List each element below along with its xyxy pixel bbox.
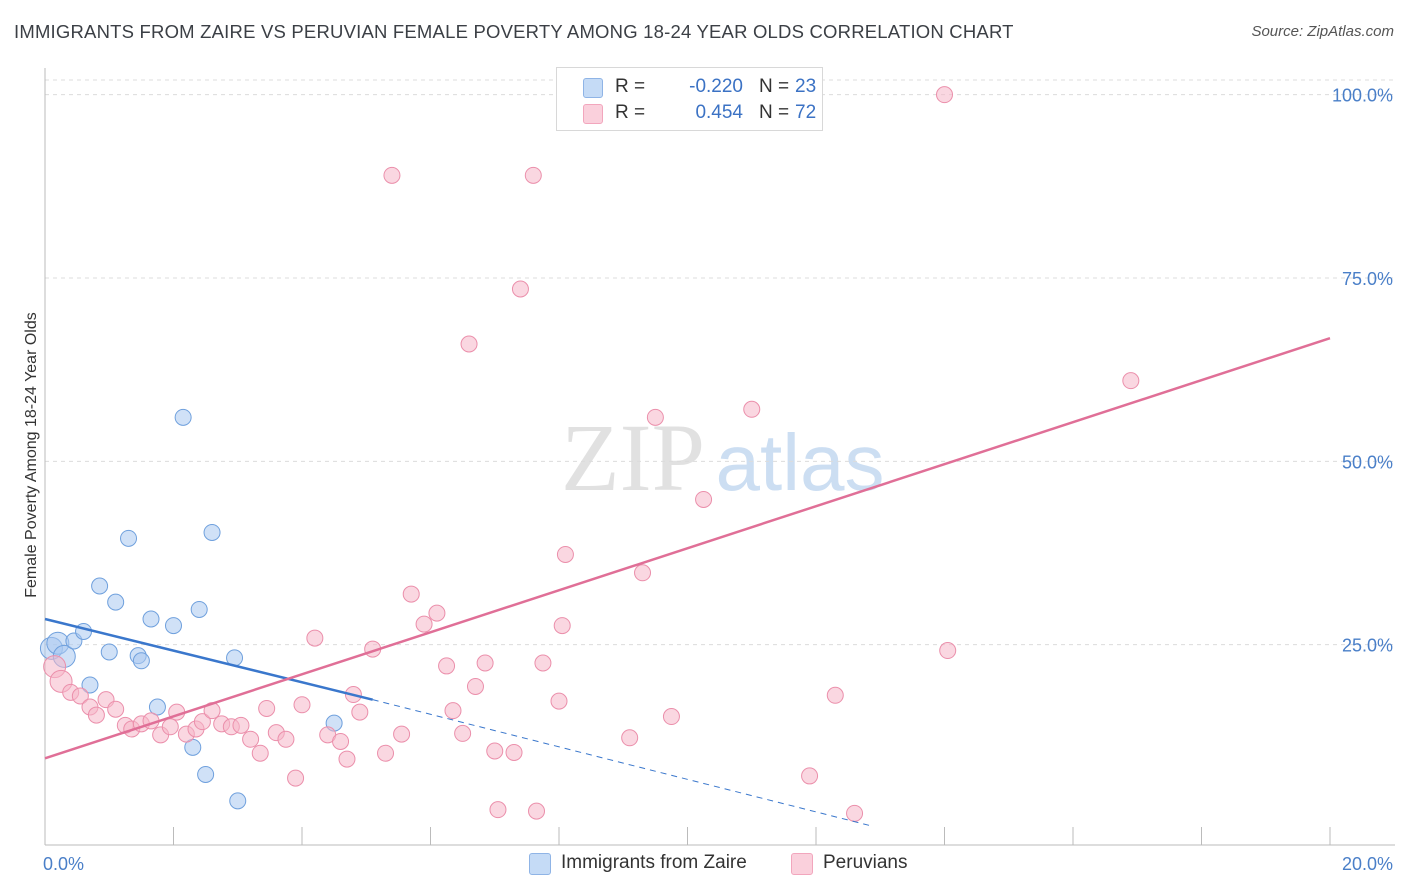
- y-tick-label: 100.0%: [1332, 86, 1393, 106]
- point-immigrants-from-zaire: [165, 617, 182, 635]
- tick-labels: 25.0% 50.0% 75.0% 100.0% 0.0% 20.0%: [43, 86, 1393, 874]
- point-immigrants-from-zaire: [142, 610, 160, 628]
- n-value: 23: [795, 76, 817, 97]
- point-peruvians: [846, 804, 864, 822]
- point-peruvians: [460, 335, 478, 353]
- gridlines: [45, 79, 1395, 646]
- point-immigrants-from-zaire: [91, 577, 109, 595]
- point-peruvians: [486, 742, 504, 760]
- point-peruvians: [251, 744, 269, 762]
- point-peruvians: [107, 700, 125, 718]
- point-peruvians: [534, 654, 552, 672]
- point-peruvians: [662, 708, 680, 726]
- point-peruvians: [1122, 372, 1140, 390]
- y-tick-label: 75.0%: [1342, 269, 1393, 289]
- point-peruvians: [351, 703, 369, 721]
- point-peruvians: [801, 767, 819, 785]
- n-label: N =: [759, 102, 790, 123]
- point-peruvians: [646, 408, 664, 426]
- point-peruvians: [454, 724, 472, 742]
- source-label: Source: ZipAtlas.com: [1251, 23, 1394, 40]
- stats-legend: R = -0.220 N = 23 R = 0.454 N = 72: [556, 67, 823, 131]
- trend-line-zaire: [44, 617, 373, 701]
- peruvians-swatch: [583, 104, 603, 124]
- point-peruvians: [161, 718, 179, 736]
- point-peruvians: [634, 564, 652, 582]
- point-peruvians: [524, 166, 542, 184]
- point-peruvians: [444, 702, 462, 720]
- x-tick-label: 20.0%: [1342, 854, 1393, 874]
- zaire-legend-swatch: [529, 853, 551, 875]
- point-immigrants-from-zaire: [100, 643, 118, 661]
- point-immigrants-from-zaire: [203, 523, 221, 541]
- point-peruvians: [393, 725, 411, 743]
- y-tick-label: 25.0%: [1342, 636, 1393, 656]
- point-peruvians: [71, 687, 89, 705]
- point-peruvians: [743, 400, 761, 418]
- point-peruvians: [332, 732, 350, 750]
- chart-title: IMMIGRANTS FROM ZAIRE VS PERUVIAN FEMALE…: [14, 21, 1014, 42]
- y-tick-label: 50.0%: [1342, 452, 1393, 472]
- point-peruvians: [293, 696, 311, 714]
- point-peruvians: [939, 642, 957, 660]
- point-peruvians: [287, 769, 305, 787]
- r-label: R =: [615, 102, 646, 123]
- point-peruvians: [277, 730, 295, 748]
- peruvians-legend-swatch: [791, 853, 813, 875]
- point-peruvians: [258, 699, 276, 717]
- legend-label: Peruvians: [823, 852, 908, 873]
- point-peruvians: [87, 706, 105, 724]
- axes: [44, 68, 1395, 846]
- n-label: N =: [759, 76, 790, 97]
- point-peruvians: [505, 743, 523, 761]
- point-peruvians: [489, 801, 507, 819]
- point-peruvians: [415, 615, 433, 633]
- r-value: 0.454: [695, 102, 743, 123]
- point-immigrants-from-zaire: [107, 593, 125, 611]
- watermark-atlas: atlas: [716, 418, 885, 507]
- point-immigrants-from-zaire: [132, 652, 150, 670]
- x-tick-label: 0.0%: [43, 854, 84, 874]
- point-peruvians: [193, 713, 211, 731]
- n-value: 72: [795, 102, 817, 123]
- point-peruvians: [438, 657, 456, 675]
- point-peruvians: [695, 490, 713, 508]
- point-peruvians: [826, 686, 844, 704]
- point-immigrants-from-zaire: [174, 408, 192, 426]
- point-peruvians: [232, 716, 250, 734]
- data-points: [39, 86, 1140, 822]
- point-peruvians: [242, 730, 260, 748]
- r-value: -0.220: [689, 76, 743, 97]
- point-peruvians: [338, 750, 356, 768]
- point-peruvians: [528, 802, 546, 820]
- trend-lines: [44, 336, 1331, 828]
- point-immigrants-from-zaire: [120, 529, 138, 547]
- point-peruvians: [466, 677, 484, 695]
- point-peruvians: [476, 654, 494, 672]
- point-peruvians: [383, 166, 401, 184]
- y-axis-label: Female Poverty Among 18-24 Year Olds: [23, 312, 40, 598]
- point-peruvians: [556, 545, 574, 563]
- trend-line-zaire-extension: [372, 699, 874, 828]
- point-peruvians: [428, 604, 446, 622]
- point-immigrants-from-zaire: [190, 600, 208, 618]
- point-peruvians: [511, 280, 529, 298]
- watermark-zip: ZIP: [561, 404, 705, 511]
- point-peruvians: [553, 617, 571, 635]
- trend-line-peruvians: [44, 336, 1331, 760]
- r-label: R =: [615, 76, 646, 97]
- point-peruvians: [621, 729, 639, 747]
- point-peruvians: [306, 629, 324, 647]
- legend-label: Immigrants from Zaire: [561, 852, 747, 873]
- point-immigrants-from-zaire: [197, 765, 215, 783]
- point-peruvians: [377, 744, 395, 762]
- point-immigrants-from-zaire: [229, 792, 247, 810]
- point-peruvians: [402, 585, 420, 603]
- point-peruvians: [936, 86, 953, 104]
- point-peruvians: [550, 692, 568, 710]
- point-immigrants-from-zaire: [148, 698, 166, 716]
- point-immigrants-from-zaire: [81, 676, 99, 694]
- zaire-swatch: [583, 78, 603, 98]
